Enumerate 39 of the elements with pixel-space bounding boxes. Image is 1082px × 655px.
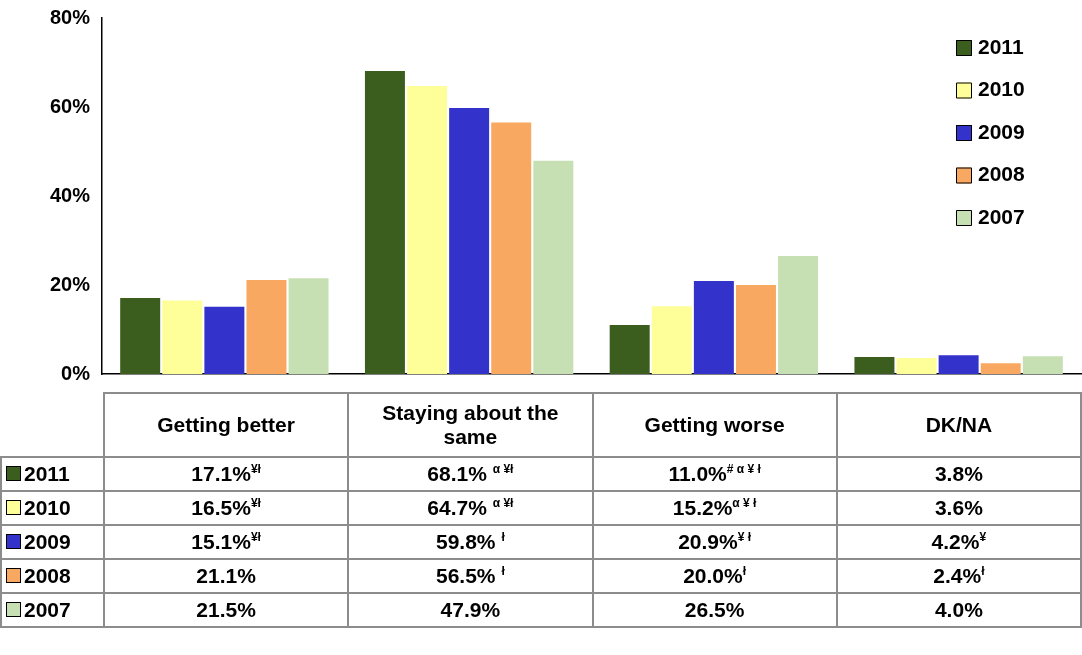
data-label: 21.1% [104, 559, 349, 593]
legend-label: 2007 [978, 204, 1025, 228]
data-label: 59.8% $^{ł}$ [348, 525, 593, 559]
data-label: 3.8% [836, 457, 1081, 491]
y-tick-label: 40% [49, 183, 91, 206]
x-tick-label: Getting worse [643, 413, 786, 437]
legend-label: 2008 [978, 162, 1026, 186]
x-tick-label: Getting better [156, 413, 296, 437]
x-tick-label: Staying about the same [381, 401, 560, 449]
data-label: 20.0%$^{ł}$ [592, 559, 837, 593]
data-label: 15.2%$^{α ¥ ł}$ [592, 491, 837, 525]
data-label: 21.5% [104, 593, 349, 627]
data-label: 68.1% $^{α ¥ł}$ [348, 457, 593, 491]
y-tick-label: 60% [49, 94, 91, 117]
data-label: 16.5%$^{¥ł}$ [104, 491, 349, 525]
text: 2010 [24, 496, 71, 519]
data-label: 64.7% $^{α ¥ł}$ [348, 491, 593, 525]
text: 2011 [24, 462, 70, 485]
data-label: 11.0%$^{# α ¥ ł}$ [592, 457, 837, 491]
x-tick-label: DK/NA [924, 413, 994, 437]
legend-label: 2011 [978, 34, 1024, 58]
data-label: 47.9% [348, 593, 593, 627]
data-label: 2.4%$^{ł}$ [836, 559, 1081, 593]
data-label: 3.6% [836, 491, 1081, 525]
text: 2007 [24, 598, 71, 621]
data-label: 15.1%$^{¥ł}$ [104, 525, 349, 559]
data-label: 4.0% [836, 593, 1081, 627]
text: 2008 [24, 564, 71, 587]
y-tick-label: 0% [61, 361, 91, 384]
data-label: 56.5% $^{ł}$ [348, 559, 593, 593]
data-label: 17.1%$^{¥ł}$ [104, 457, 349, 491]
text: 2009 [24, 530, 71, 553]
data-label: 26.5% [592, 593, 837, 627]
legend-label: 2009 [978, 119, 1025, 143]
data-label: 20.9%$^{¥ ł}$ [592, 525, 837, 559]
y-tick-label: 20% [49, 272, 91, 295]
legend-label: 2010 [978, 77, 1025, 101]
y-tick-label: 80% [49, 5, 91, 28]
data-label: 4.2%$^{¥}$ [836, 525, 1081, 559]
